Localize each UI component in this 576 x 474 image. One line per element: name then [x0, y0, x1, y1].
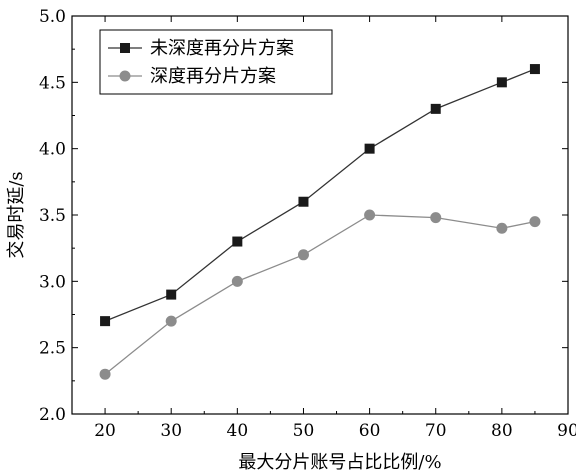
- data-point: [364, 209, 376, 221]
- x-tick-label: 60: [359, 421, 381, 441]
- series-line: [104, 68, 536, 322]
- y-axis-label: 交易时延/s: [6, 171, 27, 258]
- data-point: [99, 368, 111, 380]
- data-point: [529, 64, 540, 75]
- series-1: [100, 64, 540, 327]
- x-tick-label: 20: [94, 421, 116, 441]
- series-layer: [99, 64, 541, 380]
- y-tick-label: 5.0: [39, 7, 66, 27]
- axes: 20 30 40 50 60 70 80 90 2.0 2.5 3.0 3.5 4.0 4.5 5.0: [39, 7, 576, 441]
- data-point: [232, 236, 243, 247]
- x-axis-label: 最大分片账号占比比例/%: [238, 452, 441, 473]
- y-tick-label: 3.5: [39, 206, 66, 226]
- y-tick-label: 2.0: [39, 405, 66, 425]
- data-point: [529, 216, 541, 228]
- data-point: [231, 275, 243, 287]
- legend-marker: [119, 70, 131, 82]
- series-2: [99, 209, 541, 380]
- y-tick-label: 2.5: [39, 339, 66, 359]
- data-point: [364, 143, 375, 154]
- series-line: [104, 214, 536, 375]
- legend-box: [99, 29, 333, 95]
- x-tick-label: 50: [293, 421, 315, 441]
- data-point: [430, 103, 441, 114]
- legend-entry: 未深度再分片方案: [150, 38, 294, 59]
- x-tick-label: 40: [227, 421, 249, 441]
- data-point: [297, 249, 309, 261]
- y-tick-label: 4.0: [39, 140, 66, 160]
- y-tick-label: 3.0: [39, 272, 66, 292]
- data-point: [496, 222, 508, 234]
- data-point: [166, 289, 177, 300]
- legend-entry: 深度再分片方案: [150, 66, 276, 87]
- data-point: [298, 196, 309, 207]
- x-tick-label: 90: [557, 421, 576, 441]
- legend-marker: [120, 43, 130, 53]
- data-point: [430, 212, 442, 224]
- data-point: [165, 315, 177, 327]
- x-tick-label: 30: [160, 421, 182, 441]
- y-tick-label: 4.5: [39, 73, 66, 93]
- data-point: [100, 316, 111, 327]
- data-point: [496, 77, 507, 88]
- x-tick-label: 70: [425, 421, 447, 441]
- x-tick-label: 80: [491, 421, 513, 441]
